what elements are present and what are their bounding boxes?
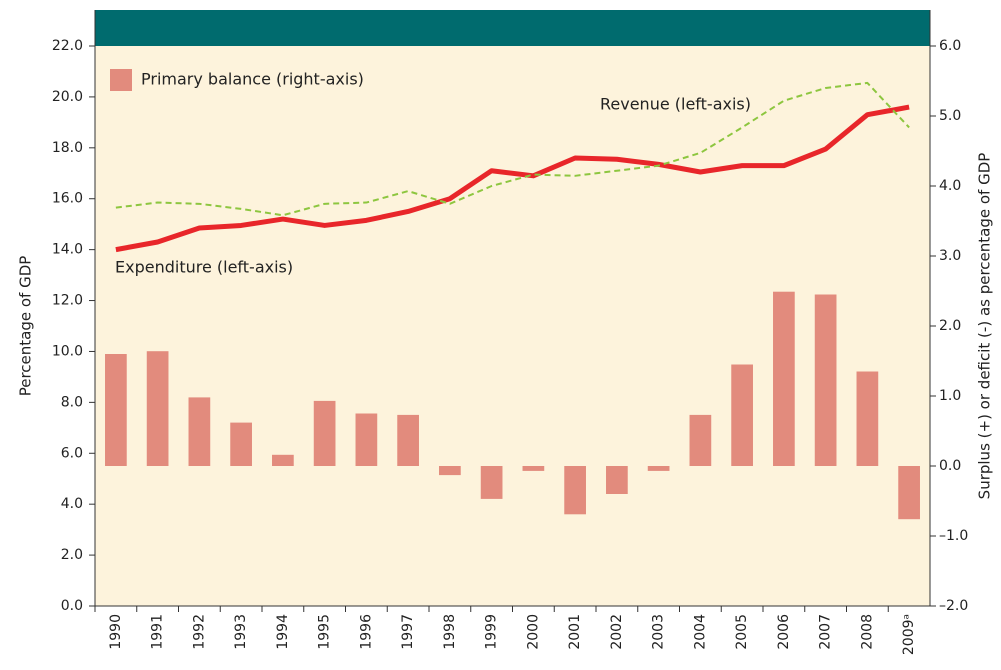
bar <box>105 354 127 466</box>
x-tick-label: 2004 <box>692 614 708 650</box>
y-axis-title: Percentage of GDP <box>17 256 35 397</box>
y2-tick-label: 3.0 <box>939 248 961 264</box>
legend-label: Primary balance (right-axis) <box>141 70 364 89</box>
bar <box>188 397 211 466</box>
x-tick-label: 1992 <box>191 614 207 650</box>
bar <box>856 371 879 466</box>
y-tick-label: 0.0 <box>61 598 83 614</box>
bar <box>146 351 169 466</box>
header-band <box>95 10 930 46</box>
x-tick-label: 1991 <box>150 614 166 650</box>
x-tick-label: 2003 <box>651 614 667 650</box>
x-tick-label: 1999 <box>484 614 500 650</box>
y-tick-label: 20.0 <box>52 89 83 105</box>
y-tick-label: 6.0 <box>61 445 83 461</box>
y2-tick-label: 6.0 <box>939 38 961 54</box>
x-tick-label: 2009ᵃ <box>901 614 917 655</box>
y2-axis-title: Surplus (+) or deficit (-) as percentage… <box>976 153 994 500</box>
bar <box>230 422 252 466</box>
bar <box>522 466 545 471</box>
x-tick-label: 1996 <box>358 614 374 650</box>
y-tick-label: 4.0 <box>61 496 83 512</box>
bar <box>606 466 628 494</box>
annotation: Expenditure (left-axis) <box>115 258 293 277</box>
y-tick-label: 10.0 <box>52 343 83 359</box>
y2-tick-label: 0.0 <box>939 458 961 474</box>
x-tick-label: 2001 <box>567 614 583 650</box>
y2-tick-label: 4.0 <box>939 178 961 194</box>
bar <box>647 466 670 471</box>
y2-tick-label: –2.0 <box>939 598 968 614</box>
line <box>115 81 910 217</box>
x-tick-label: 1997 <box>400 614 416 650</box>
y2-tick-label: 5.0 <box>939 108 961 124</box>
x-tick-label: 1994 <box>275 614 291 650</box>
x-tick-label: 1995 <box>317 614 333 650</box>
y-tick-label: 18.0 <box>52 140 83 156</box>
x-tick-label: 2006 <box>776 614 792 650</box>
y-tick-label: 16.0 <box>52 191 83 207</box>
bar <box>313 400 336 466</box>
bar <box>439 466 461 476</box>
y2-tick-label: –1.0 <box>939 528 968 544</box>
plot-background <box>95 10 930 606</box>
y-tick-label: 12.0 <box>52 293 83 309</box>
x-tick-label: 2008 <box>859 614 875 650</box>
y2-tick-label: 1.0 <box>939 388 961 404</box>
x-tick-label: 2000 <box>525 614 541 650</box>
y-tick-label: 14.0 <box>52 242 83 258</box>
bar <box>480 466 503 499</box>
x-tick-label: 1993 <box>233 614 249 650</box>
x-tick-label: 1990 <box>108 614 124 650</box>
y2-tick-label: 2.0 <box>939 318 961 334</box>
x-tick-label: 2007 <box>818 614 834 650</box>
bar <box>355 413 378 466</box>
bar <box>814 294 837 466</box>
line <box>115 104 910 253</box>
bar <box>564 466 586 515</box>
y-tick-label: 8.0 <box>61 394 83 410</box>
bar <box>272 454 294 466</box>
x-tick-label: 2002 <box>609 614 625 650</box>
bar <box>689 414 712 466</box>
bar <box>898 466 920 520</box>
annotation: Revenue (left-axis) <box>600 95 751 114</box>
bar <box>773 291 795 466</box>
x-tick-label: 1998 <box>442 614 458 650</box>
bar <box>397 414 419 466</box>
x-tick-label: 2005 <box>734 614 750 650</box>
bar <box>731 364 753 466</box>
legend-swatch <box>110 69 132 91</box>
y-tick-label: 2.0 <box>61 547 83 563</box>
y-tick-label: 22.0 <box>52 38 83 54</box>
